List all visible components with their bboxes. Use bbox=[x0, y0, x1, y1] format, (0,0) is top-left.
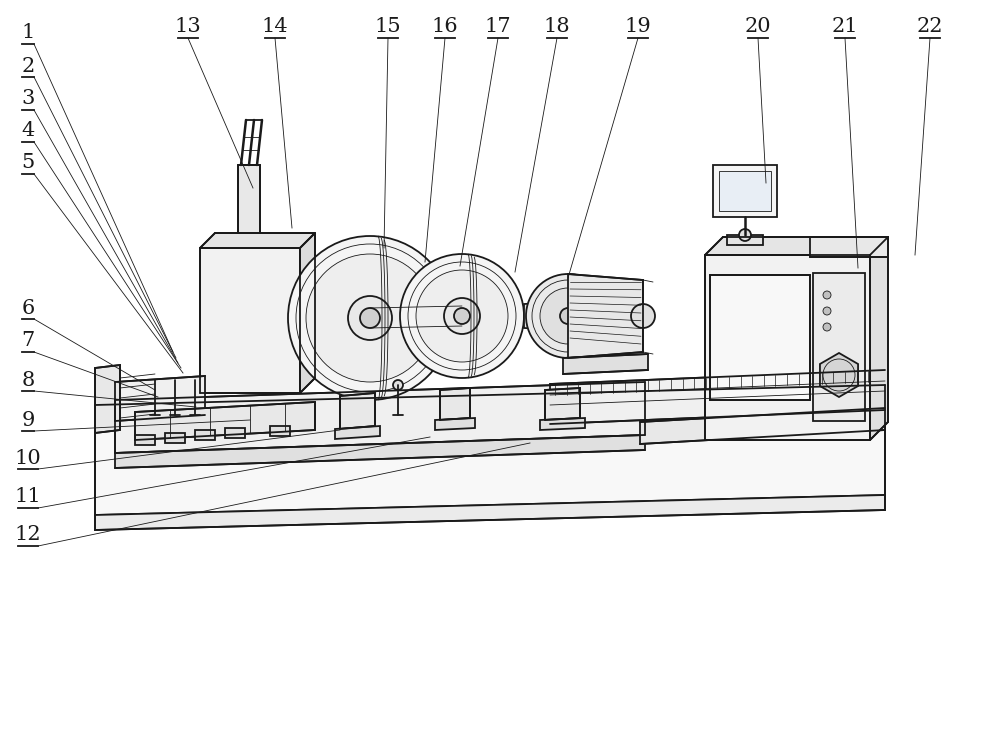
Text: 17: 17 bbox=[485, 18, 511, 37]
Polygon shape bbox=[95, 385, 885, 515]
Polygon shape bbox=[640, 408, 885, 444]
Circle shape bbox=[416, 270, 508, 362]
Polygon shape bbox=[563, 354, 648, 374]
Circle shape bbox=[526, 274, 610, 358]
Circle shape bbox=[288, 236, 452, 400]
Text: 20: 20 bbox=[745, 18, 771, 37]
Circle shape bbox=[823, 307, 831, 315]
Polygon shape bbox=[270, 426, 290, 436]
Polygon shape bbox=[540, 418, 585, 430]
Polygon shape bbox=[115, 376, 205, 421]
Text: 22: 22 bbox=[917, 18, 943, 37]
Text: 19: 19 bbox=[625, 18, 651, 37]
Circle shape bbox=[454, 308, 470, 324]
Polygon shape bbox=[705, 237, 888, 255]
Text: 3: 3 bbox=[21, 89, 35, 108]
Polygon shape bbox=[340, 393, 375, 429]
Text: 2: 2 bbox=[21, 56, 35, 75]
Text: 10: 10 bbox=[15, 449, 41, 468]
Text: 4: 4 bbox=[21, 122, 35, 141]
Circle shape bbox=[444, 298, 480, 334]
Polygon shape bbox=[545, 388, 580, 420]
Circle shape bbox=[360, 308, 380, 328]
Circle shape bbox=[348, 296, 392, 340]
Text: 16: 16 bbox=[432, 18, 458, 37]
Polygon shape bbox=[870, 237, 888, 440]
Text: 14: 14 bbox=[262, 18, 288, 37]
Polygon shape bbox=[705, 255, 870, 440]
Circle shape bbox=[540, 288, 596, 344]
Polygon shape bbox=[200, 248, 300, 393]
Bar bbox=[710, 275, 810, 400]
Circle shape bbox=[400, 254, 524, 378]
Polygon shape bbox=[335, 426, 380, 439]
Circle shape bbox=[739, 229, 751, 241]
Polygon shape bbox=[165, 433, 185, 443]
Polygon shape bbox=[524, 302, 559, 330]
Polygon shape bbox=[727, 235, 763, 245]
Circle shape bbox=[631, 304, 655, 328]
Text: 7: 7 bbox=[21, 332, 35, 351]
Polygon shape bbox=[440, 388, 470, 420]
Polygon shape bbox=[820, 353, 858, 397]
Polygon shape bbox=[200, 233, 315, 248]
Polygon shape bbox=[115, 382, 645, 453]
Text: 15: 15 bbox=[375, 18, 401, 37]
Polygon shape bbox=[435, 418, 475, 430]
Text: 9: 9 bbox=[21, 411, 35, 430]
Text: 18: 18 bbox=[544, 18, 570, 37]
Bar bbox=[719, 171, 771, 211]
Text: 8: 8 bbox=[21, 370, 35, 389]
Polygon shape bbox=[550, 370, 885, 424]
Text: 6: 6 bbox=[21, 299, 35, 318]
Polygon shape bbox=[95, 495, 885, 530]
Circle shape bbox=[823, 291, 831, 299]
Text: 1: 1 bbox=[21, 23, 35, 42]
Text: 13: 13 bbox=[175, 18, 201, 37]
Polygon shape bbox=[225, 428, 245, 438]
Bar bbox=[813, 273, 865, 421]
Polygon shape bbox=[115, 435, 645, 468]
Bar bbox=[713, 165, 777, 217]
Circle shape bbox=[306, 254, 434, 382]
Circle shape bbox=[560, 308, 576, 324]
Text: 11: 11 bbox=[15, 488, 41, 507]
Polygon shape bbox=[300, 233, 315, 393]
Polygon shape bbox=[195, 430, 215, 440]
Bar bbox=[810, 237, 888, 257]
Polygon shape bbox=[568, 274, 643, 358]
Text: 12: 12 bbox=[15, 526, 41, 545]
Polygon shape bbox=[95, 365, 120, 433]
Polygon shape bbox=[238, 165, 260, 233]
Text: 21: 21 bbox=[832, 18, 858, 37]
Polygon shape bbox=[135, 402, 315, 440]
Circle shape bbox=[393, 380, 403, 390]
Text: 5: 5 bbox=[21, 154, 35, 173]
Polygon shape bbox=[135, 435, 155, 445]
Circle shape bbox=[823, 323, 831, 331]
